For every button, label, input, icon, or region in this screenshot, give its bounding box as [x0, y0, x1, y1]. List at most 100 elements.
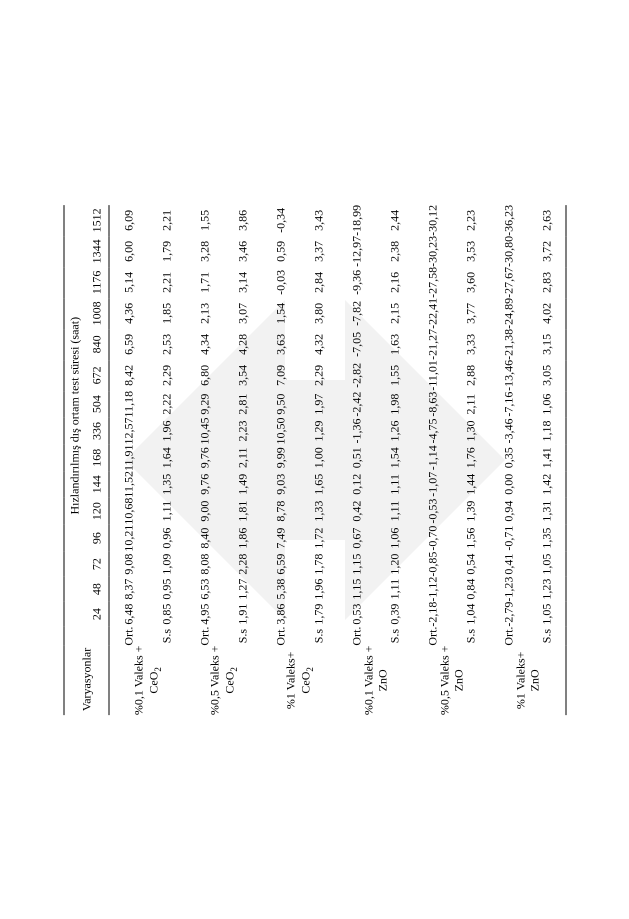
stat-label-mean: Ort.	[413, 626, 451, 645]
cell-mean: -22,41	[413, 297, 451, 328]
variation-name-pre: %0,1 Valeks +ZnO	[361, 645, 389, 715]
cell-mean: 7,49	[261, 524, 299, 551]
cell-mean: 10,21	[109, 524, 148, 551]
cell-mean: 9,50	[261, 390, 299, 417]
cell-sd: 2,88	[451, 359, 489, 390]
cell-mean: 7,09	[261, 359, 299, 390]
cell-mean: -1,23	[489, 576, 527, 601]
cell-sd: 2,63	[527, 204, 566, 235]
variation-label: %0,1 Valeks +ZnO	[337, 645, 413, 715]
cell-sd: 1,56	[451, 524, 489, 551]
variation-name-sub: 2	[152, 667, 162, 672]
cell-sd: 3,37	[299, 235, 337, 266]
cell-sd: 1,06	[527, 390, 566, 417]
cell-mean: 6,59	[261, 551, 299, 576]
cell-sd: 3,43	[299, 204, 337, 235]
cell-sd: 0,84	[451, 576, 489, 601]
cell-sd: 3,86	[223, 204, 261, 235]
cell-mean: 6,80	[185, 359, 223, 390]
data-table-container: Varyasyonlar Hızlandırılmış dış ortam tes…	[63, 204, 566, 714]
cell-sd: 1,06	[375, 524, 413, 551]
cell-sd: 0,39	[375, 601, 413, 626]
cell-sd: 1,23	[527, 576, 566, 601]
cell-sd: 2,16	[375, 266, 413, 297]
variation-label: %0,5 Valeks +ZnO	[413, 645, 489, 715]
cell-sd: 1,42	[527, 471, 566, 498]
cell-mean: -18,99	[337, 204, 375, 235]
cell-mean: -3,46	[489, 417, 527, 444]
variation-label: %1 Valeks+ZnO	[489, 645, 566, 715]
cell-sd: 1,27	[223, 576, 261, 601]
cell-sd: 1,39	[451, 497, 489, 524]
cell-mean: 4,95	[185, 601, 223, 626]
cell-mean: 5,38	[261, 576, 299, 601]
variation-name-pre: %0,5 Valeks +ZnO	[437, 645, 465, 715]
cell-sd: 1,33	[299, 497, 337, 524]
col-header-duration: Hızlandırılmış dış ortam test süresi (sa…	[64, 204, 85, 626]
cell-sd: 4,28	[223, 328, 261, 359]
cell-mean: 6,00	[109, 235, 148, 266]
cell-sd: 3,54	[223, 359, 261, 390]
cell-sd: 3,15	[527, 328, 566, 359]
variation-name-pre: %0,5 Valeks +CeO	[207, 645, 235, 715]
cell-mean: -2,42	[337, 390, 375, 417]
cell-sd: 1,55	[375, 359, 413, 390]
stat-label-sd: S.s	[451, 626, 489, 645]
col-header-time: 48	[84, 576, 109, 601]
cell-mean: 6,09	[109, 204, 148, 235]
col-header-time: 168	[84, 444, 109, 471]
col-header-time: 840	[84, 328, 109, 359]
cell-sd: 2,81	[223, 390, 261, 417]
cell-mean: -30,23	[413, 235, 451, 266]
cell-mean: -11,01	[413, 359, 451, 390]
cell-mean: 1,15	[337, 576, 375, 601]
cell-mean: -7,05	[337, 328, 375, 359]
col-header-variations: Varyasyonlar	[64, 645, 109, 715]
col-header-time: 1008	[84, 297, 109, 328]
cell-mean: 0,41	[489, 551, 527, 576]
cell-sd: 1,30	[451, 417, 489, 444]
cell-mean: -1,14	[413, 444, 451, 471]
stat-label-sd: S.s	[527, 626, 566, 645]
cell-mean: -27,58	[413, 266, 451, 297]
variation-name-sub: 2	[304, 667, 314, 672]
cell-sd: 1,26	[375, 417, 413, 444]
cell-mean: 2,13	[185, 297, 223, 328]
cell-sd: 1,76	[451, 444, 489, 471]
cell-sd: 2,21	[147, 266, 185, 297]
cell-mean: -30,80	[489, 235, 527, 266]
cell-sd: 0,96	[147, 524, 185, 551]
variation-name-sub: 2	[228, 667, 238, 672]
stat-label-mean: Ort.	[261, 626, 299, 645]
cell-mean: 0,51	[337, 444, 375, 471]
stat-label-sd: S.s	[147, 626, 185, 645]
cell-sd: 2,11	[451, 390, 489, 417]
col-header-time: 120	[84, 497, 109, 524]
cell-mean: -21,38	[489, 328, 527, 359]
cell-mean: 3,86	[261, 601, 299, 626]
cell-mean: 9,00	[185, 497, 223, 524]
cell-mean: 11,18	[109, 390, 148, 417]
cell-sd: 2,84	[299, 266, 337, 297]
cell-sd: 1,81	[223, 497, 261, 524]
cell-sd: 1,49	[223, 471, 261, 498]
cell-mean: 1,71	[185, 266, 223, 297]
col-header-time: 96	[84, 524, 109, 551]
cell-mean: 0,12	[337, 471, 375, 498]
variation-label: %0,1 Valeks +CeO2	[109, 645, 186, 715]
cell-sd: 2,23	[223, 417, 261, 444]
cell-sd: 1,11	[375, 497, 413, 524]
cell-sd: 1,65	[299, 471, 337, 498]
cell-sd: 2,15	[375, 297, 413, 328]
cell-sd: 1,54	[375, 444, 413, 471]
cell-sd: 1,79	[147, 235, 185, 266]
cell-sd: 1,85	[147, 297, 185, 328]
cell-sd: 1,63	[375, 328, 413, 359]
col-header-time: 1512	[84, 204, 109, 235]
stat-label-mean: Ort.	[337, 626, 375, 645]
cell-sd: 2,38	[375, 235, 413, 266]
cell-mean: -9,36	[337, 266, 375, 297]
cell-mean: -0,85	[413, 551, 451, 576]
cell-sd: 3,33	[451, 328, 489, 359]
variation-name-pre: %0,1 Valeks +CeO	[131, 645, 159, 715]
